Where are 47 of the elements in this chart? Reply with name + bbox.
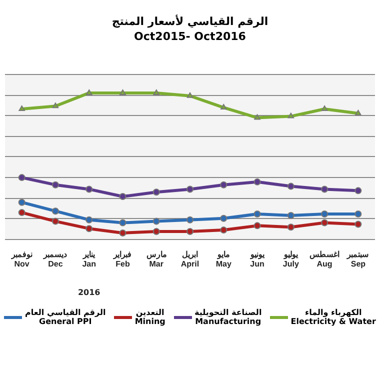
point (220, 181, 228, 188)
point (254, 178, 261, 186)
point (119, 219, 126, 226)
point (86, 216, 93, 224)
point (119, 193, 126, 200)
point (186, 216, 194, 224)
point (254, 114, 260, 120)
point (254, 222, 261, 230)
point (186, 228, 194, 236)
point (254, 210, 261, 218)
point (220, 214, 228, 222)
point (321, 210, 328, 218)
point (52, 208, 59, 215)
point (354, 220, 362, 228)
point (18, 174, 26, 182)
point (287, 212, 294, 219)
point (18, 198, 26, 206)
point (52, 102, 59, 108)
chart-title: الرقم القياسي لأسعار المنتج (110, 14, 270, 29)
point (287, 182, 294, 190)
point (354, 210, 362, 218)
point (287, 224, 294, 231)
point (152, 218, 160, 225)
point (321, 186, 328, 193)
point (152, 188, 160, 196)
point (355, 110, 362, 116)
point (86, 89, 92, 95)
point (119, 229, 126, 236)
point (288, 112, 294, 118)
text: 2016 (78, 288, 101, 297)
point (321, 219, 328, 226)
point (354, 187, 362, 194)
point (86, 186, 93, 193)
point (86, 225, 93, 232)
point (220, 104, 227, 110)
point (52, 181, 59, 188)
point (120, 89, 126, 95)
point (153, 89, 160, 95)
point (18, 106, 25, 111)
point (52, 218, 59, 225)
point (220, 226, 228, 234)
chart-subtitle: Oct2015- Oct2016 (133, 29, 247, 44)
point (186, 186, 194, 193)
point (321, 106, 328, 111)
point (18, 209, 26, 216)
point (186, 92, 194, 98)
point (152, 228, 160, 236)
